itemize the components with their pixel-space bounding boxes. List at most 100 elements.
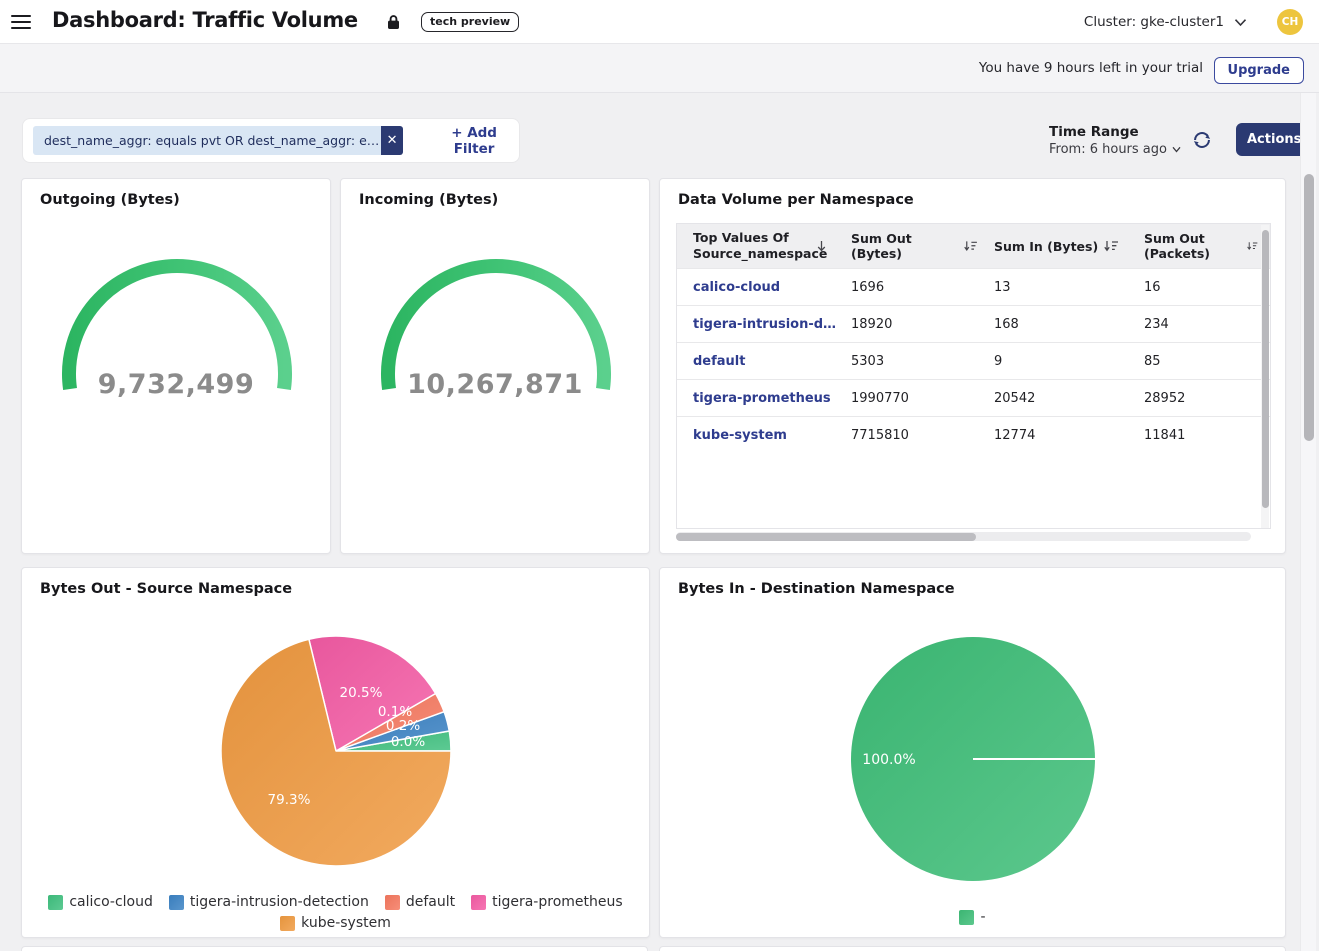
pie-legend: kube-system	[22, 915, 649, 931]
table-header-row: Top Values Of Source_namespace Sum Out (…	[677, 224, 1270, 268]
page-scrollbar[interactable]	[1300, 93, 1316, 951]
page-title: Dashboard: Traffic Volume	[52, 8, 358, 32]
table-horizontal-scrollbar[interactable]	[676, 532, 1251, 541]
pie-slice-label: 0.0%	[390, 734, 426, 750]
bytes-in-pie-card: Bytes In - Destination Namespace 100.0% …	[659, 567, 1286, 938]
time-range-value: From: 6 hours ago	[1049, 142, 1167, 157]
incoming-gauge-value: 10,267,871	[407, 369, 583, 400]
cell-sum-out-bytes: 1990770	[851, 390, 909, 406]
namespace-link[interactable]: calico-cloud	[693, 279, 781, 295]
outgoing-gauge-arc	[62, 259, 292, 390]
table-horizontal-scrollbar-thumb[interactable]	[676, 532, 976, 541]
legend-swatch	[168, 894, 184, 910]
namespace-link[interactable]: tigera-prometheus	[693, 390, 831, 406]
pie-legend: calico-cloud tigera-intrusion-detection …	[22, 894, 649, 910]
cluster-selector-label: Cluster: gke-cluster1	[1083, 14, 1224, 30]
table-row: kube-system 7715810 12774 11841	[677, 416, 1270, 453]
table-row: calico-cloud 1696 13 16	[677, 268, 1270, 305]
pie-slice-label: 20.5%	[339, 685, 383, 701]
table-row: default 5303 9 85	[677, 342, 1270, 379]
pie-legend: -	[660, 909, 1285, 925]
upgrade-button[interactable]: Upgrade	[1213, 57, 1304, 84]
chevron-down-icon	[1172, 146, 1181, 153]
legend-item-tigera-intrusion-detection[interactable]: tigera-intrusion-detection	[168, 894, 369, 910]
cell-sum-out-bytes: 5303	[851, 353, 885, 369]
actions-button[interactable]: Actions	[1236, 123, 1313, 156]
cell-sum-out-bytes: 1696	[851, 279, 885, 295]
card-title: Data Volume per Namespace	[678, 192, 914, 208]
legend-item-kube-system[interactable]: kube-system	[280, 915, 391, 931]
outgoing-gauge-value: 9,732,499	[97, 369, 255, 400]
hamburger-menu-icon[interactable]	[10, 11, 32, 33]
app-header: Dashboard: Traffic Volume tech preview C…	[0, 0, 1319, 44]
sort-descending-icon	[1247, 242, 1258, 251]
pie-slice-label: 0.1%	[377, 704, 413, 720]
next-card-stub	[659, 946, 1286, 951]
user-avatar[interactable]: CH	[1277, 9, 1303, 35]
table-vertical-scrollbar[interactable]	[1261, 225, 1269, 528]
table-row: tigera-prometheus 1990770 20542 28952	[677, 379, 1270, 416]
cell-sum-out-packets: 16	[1144, 279, 1161, 295]
cell-sum-in-bytes: 12774	[994, 427, 1036, 443]
cell-sum-out-packets: 11841	[1144, 427, 1186, 443]
cell-sum-in-bytes: 13	[994, 279, 1011, 295]
cell-sum-in-bytes: 20542	[994, 390, 1036, 406]
page-scrollbar-thumb[interactable]	[1304, 174, 1314, 441]
namespace-table: Top Values Of Source_namespace Sum Out (…	[676, 223, 1271, 529]
namespace-link[interactable]: tigera-intrusion-d…	[693, 316, 837, 332]
column-header-sum-out-packets[interactable]: Sum Out (Packets)	[1128, 231, 1258, 261]
legend-swatch	[280, 915, 296, 931]
trial-banner: You have 9 hours left in your trial Upgr…	[0, 44, 1319, 93]
pie-slice-label: 0.2%	[385, 718, 421, 734]
incoming-bytes-card: Incoming (Bytes) 10,267,871	[340, 178, 650, 554]
next-card-stub	[21, 946, 648, 951]
legend-swatch	[959, 909, 975, 925]
time-range-selector[interactable]: Time Range From: 6 hours ago	[1049, 124, 1181, 157]
namespace-link[interactable]: kube-system	[693, 427, 787, 443]
lock-icon	[387, 14, 400, 34]
card-title: Bytes In - Destination Namespace	[678, 581, 955, 597]
card-title: Bytes Out - Source Namespace	[40, 581, 293, 597]
refresh-icon	[1193, 132, 1211, 148]
legend-swatch	[384, 894, 400, 910]
incoming-gauge-arc	[381, 259, 611, 390]
cell-sum-out-packets: 234	[1144, 316, 1169, 332]
filter-bar: dest_name_aggr: equals pvt OR dest_name_…	[22, 118, 520, 163]
bytes-out-pie-chart[interactable]	[214, 629, 458, 873]
legend-item-default[interactable]: default	[384, 894, 455, 910]
pie-slice-label: 100.0%	[862, 752, 916, 768]
column-header-sum-out-bytes[interactable]: Sum Out (Bytes)	[835, 231, 978, 261]
column-header-sum-in-bytes[interactable]: Sum In (Bytes)	[978, 239, 1128, 254]
sort-descending-icon	[964, 241, 978, 252]
sort-descending-icon	[1104, 241, 1119, 252]
time-range-label: Time Range	[1049, 124, 1139, 140]
legend-item-dash[interactable]: -	[959, 909, 986, 925]
column-header-source-namespace[interactable]: Top Values Of Source_namespace	[693, 230, 828, 261]
legend-item-tigera-prometheus[interactable]: tigera-prometheus	[471, 894, 623, 910]
cell-sum-out-bytes: 18920	[851, 316, 893, 332]
add-filter-button[interactable]: + Add Filter	[429, 125, 519, 157]
table-vertical-scrollbar-thumb[interactable]	[1261, 230, 1269, 508]
cell-sum-in-bytes: 168	[994, 316, 1019, 332]
card-title: Outgoing (Bytes)	[40, 192, 180, 208]
legend-item-calico-cloud[interactable]: calico-cloud	[48, 894, 153, 910]
filter-chip[interactable]: dest_name_aggr: equals pvt OR dest_name_…	[33, 126, 404, 155]
remove-filter-button[interactable]: ✕	[381, 126, 404, 155]
cell-sum-out-packets: 28952	[1144, 390, 1186, 406]
table-body: calico-cloud 1696 13 16 tigera-intrusion…	[677, 268, 1270, 453]
refresh-button[interactable]	[1190, 129, 1214, 153]
cell-sum-out-packets: 85	[1144, 353, 1161, 369]
data-volume-table-card: Data Volume per Namespace Top Values Of …	[659, 178, 1286, 554]
cell-sum-out-bytes: 7715810	[851, 427, 909, 443]
filter-chip-text: dest_name_aggr: equals pvt OR dest_name_…	[33, 126, 381, 155]
pie-slice-label: 79.3%	[267, 792, 311, 808]
namespace-link[interactable]: default	[693, 353, 746, 369]
table-row: tigera-intrusion-d… 18920 168 234	[677, 305, 1270, 342]
bytes-in-pie-chart[interactable]	[848, 634, 1098, 884]
cluster-selector[interactable]: Cluster: gke-cluster1	[1084, 0, 1247, 44]
legend-swatch	[48, 894, 64, 910]
sort-arrow-down-icon	[817, 241, 826, 252]
card-title: Incoming (Bytes)	[359, 192, 499, 208]
cell-sum-in-bytes: 9	[994, 353, 1003, 369]
